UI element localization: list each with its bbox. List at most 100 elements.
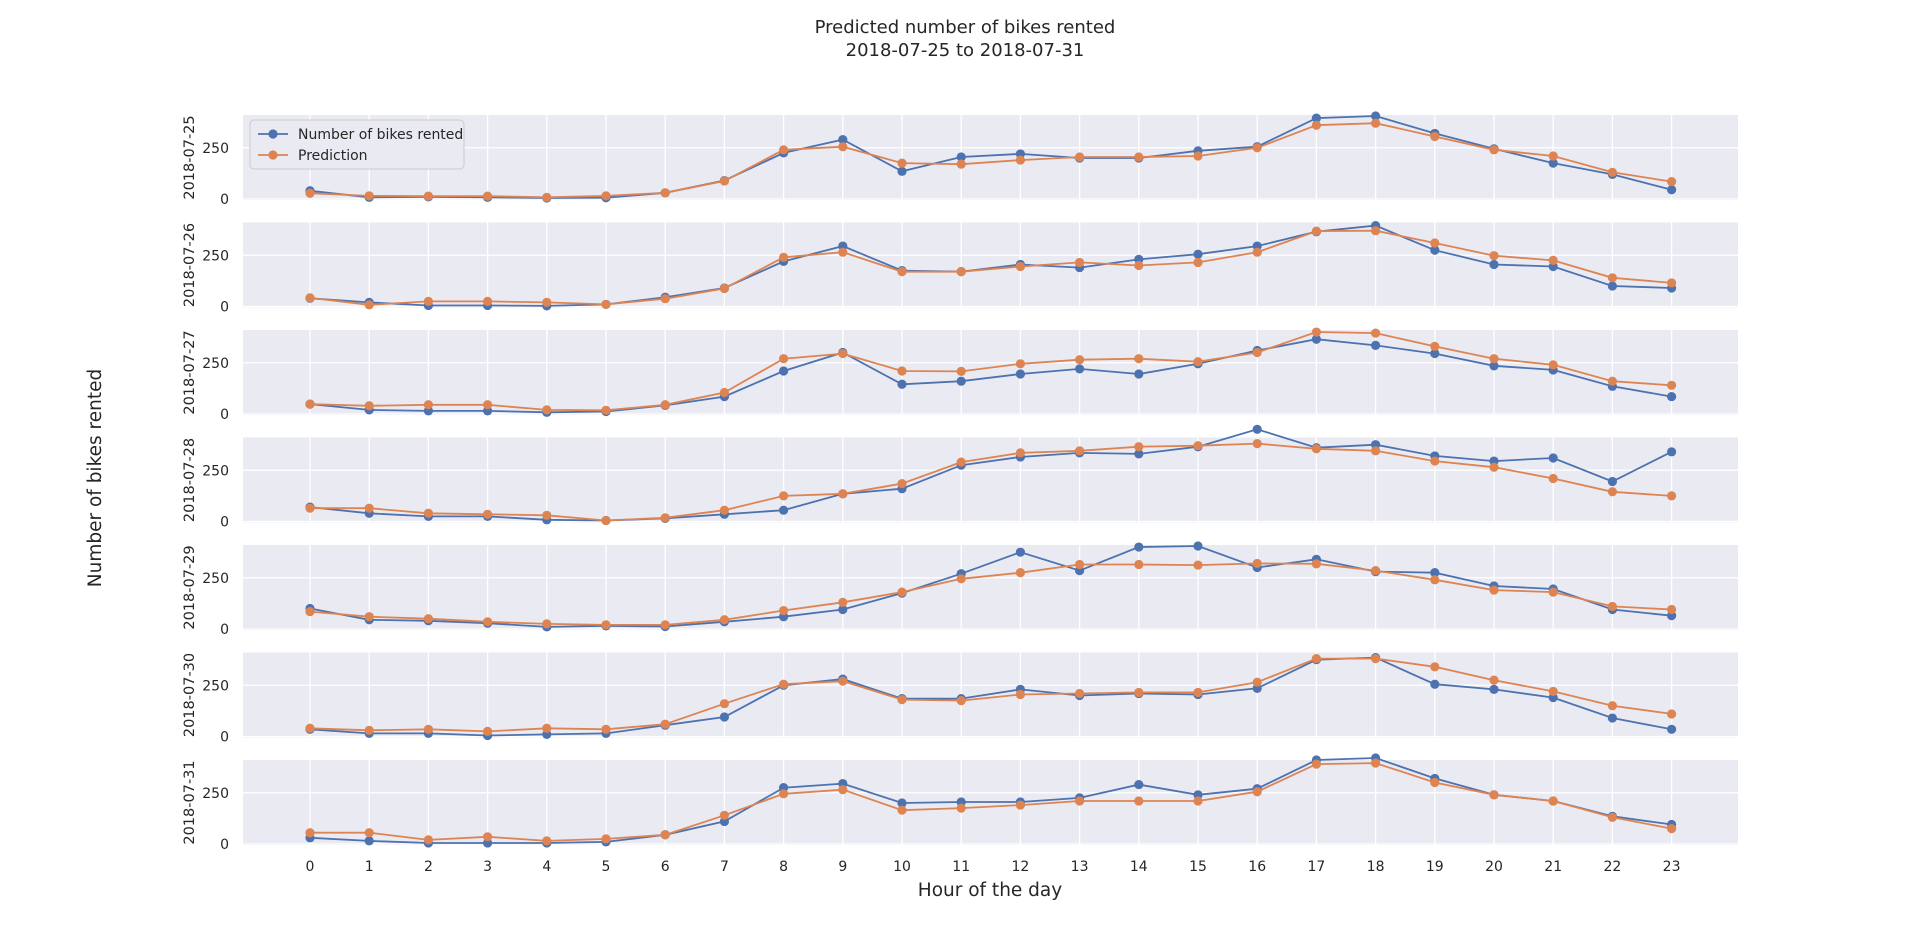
data-point-actual bbox=[1252, 424, 1262, 434]
data-point-prediction bbox=[1015, 448, 1025, 458]
data-point-actual bbox=[1311, 334, 1321, 344]
data-point-prediction bbox=[1430, 777, 1440, 788]
data-point-prediction bbox=[364, 725, 374, 735]
data-point-actual bbox=[897, 798, 907, 808]
data-point-actual bbox=[1430, 679, 1440, 689]
data-point-prediction bbox=[1371, 328, 1381, 338]
data-point-prediction bbox=[601, 620, 611, 630]
data-point-prediction bbox=[719, 283, 730, 294]
legend: Number of bikes rented Prediction bbox=[249, 119, 465, 170]
data-point-prediction bbox=[483, 832, 493, 842]
y-tick-label: 0 bbox=[220, 192, 229, 208]
series-line-prediction bbox=[310, 442, 1672, 522]
data-point-prediction bbox=[660, 620, 670, 630]
y-tick-label: 250 bbox=[202, 141, 229, 157]
data-point-actual bbox=[1075, 364, 1085, 374]
data-point-prediction bbox=[305, 503, 315, 513]
data-point-prediction bbox=[719, 810, 730, 820]
data-point-prediction bbox=[956, 457, 966, 467]
panel-label: 2018-07-31 bbox=[182, 760, 198, 844]
data-point-prediction bbox=[719, 615, 730, 625]
y-tick-label: 0 bbox=[220, 407, 229, 423]
legend-marker bbox=[268, 129, 278, 139]
series-line-actual bbox=[309, 224, 1672, 307]
data-point-prediction bbox=[601, 515, 611, 526]
data-point-actual bbox=[1134, 369, 1144, 379]
x-tick-label: 23 bbox=[1663, 859, 1681, 875]
x-tick-label: 13 bbox=[1071, 859, 1089, 875]
data-point-prediction bbox=[1311, 226, 1321, 236]
x-tick-label: 15 bbox=[1189, 859, 1207, 875]
panel-label: 2018-07-28 bbox=[182, 438, 198, 522]
panel-label: 2018-07-25 bbox=[182, 115, 198, 199]
data-point-prediction bbox=[1489, 675, 1499, 685]
data-point-actual bbox=[1548, 453, 1558, 463]
data-point-prediction bbox=[897, 158, 907, 168]
panels-group: 02502018-07-2502502018-07-2602502018-07-… bbox=[182, 111, 1738, 853]
data-point-prediction bbox=[779, 354, 789, 364]
data-point-prediction bbox=[1667, 824, 1677, 834]
data-point-prediction bbox=[1607, 601, 1617, 612]
x-tick-label: 7 bbox=[720, 859, 729, 875]
data-point-prediction bbox=[483, 509, 493, 519]
data-point-prediction bbox=[1252, 347, 1262, 358]
plot-area bbox=[243, 437, 1738, 523]
data-point-prediction bbox=[1607, 701, 1617, 711]
x-tick-label: 17 bbox=[1307, 859, 1325, 875]
x-tick-label: 0 bbox=[306, 859, 315, 875]
data-point-prediction bbox=[1667, 278, 1677, 288]
data-point-prediction bbox=[483, 617, 493, 627]
data-point-prediction bbox=[542, 836, 552, 846]
x-tick-label: 19 bbox=[1426, 859, 1444, 875]
data-point-prediction bbox=[1193, 357, 1203, 367]
data-point-prediction bbox=[1371, 654, 1381, 664]
data-point-prediction bbox=[364, 503, 374, 513]
data-point-prediction bbox=[423, 724, 433, 734]
data-point-actual bbox=[1371, 111, 1381, 121]
data-point-prediction bbox=[1252, 439, 1262, 449]
data-point-prediction bbox=[1430, 575, 1440, 585]
data-point-actual bbox=[779, 366, 789, 376]
data-point-prediction bbox=[1548, 686, 1558, 697]
data-point-prediction bbox=[1430, 131, 1440, 142]
data-point-prediction bbox=[542, 192, 552, 202]
data-point-prediction bbox=[305, 723, 315, 733]
data-point-actual bbox=[1430, 348, 1440, 359]
data-point-prediction bbox=[1667, 380, 1677, 390]
data-point-prediction bbox=[1311, 444, 1321, 454]
x-tick-label: 8 bbox=[779, 859, 788, 875]
y-tick-label: 0 bbox=[220, 299, 229, 315]
y-tick-label: 250 bbox=[202, 463, 229, 479]
plot-area bbox=[243, 115, 1738, 200]
data-point-prediction bbox=[1667, 491, 1677, 501]
data-point-prediction bbox=[305, 828, 315, 838]
data-point-actual bbox=[1607, 713, 1617, 723]
data-point-prediction bbox=[483, 191, 493, 201]
data-point-prediction bbox=[1252, 143, 1262, 153]
data-point-prediction bbox=[542, 297, 552, 307]
data-point-prediction bbox=[1667, 176, 1677, 187]
data-point-prediction bbox=[1489, 462, 1499, 472]
data-point-prediction bbox=[660, 830, 670, 840]
data-point-prediction bbox=[660, 188, 670, 198]
data-point-prediction bbox=[1489, 145, 1499, 155]
data-point-prediction bbox=[897, 587, 907, 597]
data-point-actual bbox=[1548, 158, 1558, 168]
data-point-actual bbox=[364, 836, 374, 846]
data-point-prediction bbox=[1548, 360, 1558, 370]
data-point-prediction bbox=[601, 191, 611, 201]
x-tick-label: 14 bbox=[1130, 859, 1148, 875]
data-point-prediction bbox=[1134, 354, 1144, 364]
data-point-prediction bbox=[601, 299, 611, 310]
data-point-actual bbox=[1134, 542, 1144, 552]
data-point-prediction bbox=[305, 188, 315, 198]
data-point-prediction bbox=[838, 489, 848, 499]
data-point-actual bbox=[1489, 361, 1499, 371]
x-tick-label: 4 bbox=[542, 859, 551, 875]
series-line-prediction bbox=[310, 762, 1672, 842]
data-point-prediction bbox=[956, 267, 966, 277]
